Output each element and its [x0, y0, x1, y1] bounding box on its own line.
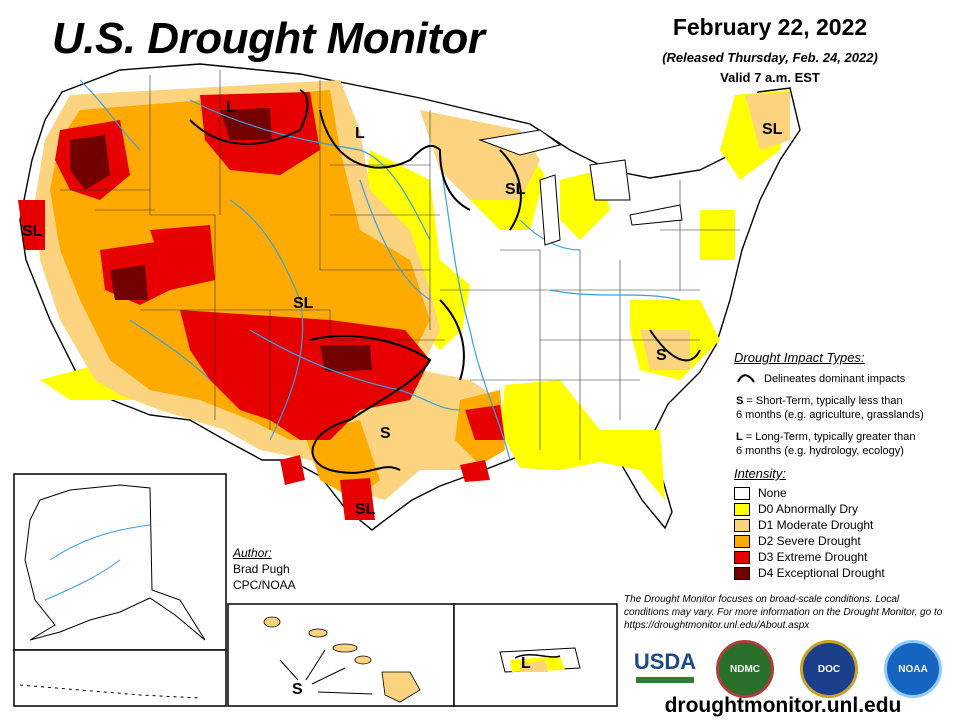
intensity-d4: D4 Exceptional Drought	[734, 565, 885, 581]
long-term-desc: L = Long-Term, typically greater than 6 …	[736, 430, 915, 458]
label-sl-maine: SL	[762, 121, 783, 138]
long-term-text-2: 6 months (e.g. hydrology, ecology)	[736, 445, 904, 457]
intensity-d4-label: D4 Exceptional Drought	[758, 566, 885, 580]
impact-line-desc: Delineates dominant impacts	[764, 373, 906, 385]
noaa-logo: NOAA	[884, 640, 942, 698]
short-term-text-2: 6 months (e.g. agriculture, grasslands)	[736, 409, 924, 421]
long-term-code: L	[736, 431, 743, 443]
author-name: Brad Pugh	[233, 562, 290, 576]
commerce-logo: DOC	[800, 640, 858, 698]
impact-line-legend: Delineates dominant impacts	[736, 372, 905, 386]
aleutian-inset	[13, 649, 227, 707]
author-heading: Author:	[233, 546, 272, 560]
hawaii-pointer-lines	[279, 649, 373, 695]
intensity-d1: D1 Moderate Drought	[734, 517, 885, 533]
label-sl-south-texas: SL	[355, 501, 376, 518]
short-term-text: = Short-Term, typically less than	[743, 395, 903, 407]
label-sl-colorado: SL	[293, 295, 314, 312]
ndmc-logo-text: NDMC	[730, 663, 760, 675]
intensity-none: None	[734, 485, 885, 501]
label-s-carolinas: S	[656, 347, 667, 364]
swatch-d1	[734, 519, 750, 533]
intensity-d3-label: D3 Extreme Drought	[758, 550, 868, 564]
impact-lines	[189, 89, 701, 474]
label-sl-wisconsin: SL	[505, 181, 526, 198]
release-date: (Released Thursday, Feb. 24, 2022)	[662, 50, 878, 65]
alaska-outline	[24, 484, 206, 641]
website-url[interactable]: droughtmonitor.unl.edu	[664, 694, 902, 717]
long-term-text: = Long-Term, typically greater than	[742, 431, 916, 443]
swatch-d4	[734, 567, 750, 581]
intensity-legend: None D0 Abnormally Dry D1 Moderate Droug…	[734, 485, 885, 581]
label-sl-california: SL	[22, 223, 43, 240]
swatch-none	[734, 487, 750, 501]
swatch-d0	[734, 503, 750, 517]
intensity-d2-label: D2 Severe Drought	[758, 534, 861, 548]
short-term-code: S	[736, 395, 744, 407]
great-lakes	[478, 129, 683, 246]
rivers	[79, 79, 681, 461]
usda-logo-stripe	[636, 677, 694, 683]
label-s-texas: S	[380, 425, 391, 442]
ndmc-logo: NDMC	[716, 640, 774, 698]
intensity-d2: D2 Severe Drought	[734, 533, 885, 549]
impact-types-heading: Drought Impact Types:	[734, 350, 865, 365]
d4-areas	[70, 108, 372, 372]
intensity-heading: Intensity:	[734, 466, 787, 481]
puerto-rico-impact-line	[514, 654, 561, 659]
label-l-montana: L	[226, 99, 236, 116]
short-term-desc: S = Short-Term, typically less than 6 mo…	[736, 394, 924, 422]
hawaii-inset	[227, 603, 455, 707]
intensity-d3: D3 Extreme Drought	[734, 549, 885, 565]
impact-line-icon	[737, 374, 755, 383]
author-org: CPC/NOAA	[233, 578, 296, 592]
map-title: U.S. Drought Monitor	[52, 14, 485, 63]
commerce-logo-text: DOC	[817, 663, 841, 675]
intensity-d1-label: D1 Moderate Drought	[758, 518, 874, 532]
puerto-rico-d1	[520, 660, 548, 672]
aleutian-islands	[19, 684, 201, 699]
map-date: February 22, 2022	[672, 14, 868, 40]
noaa-logo-text: NOAA	[898, 663, 928, 675]
alaska-rivers	[44, 524, 151, 601]
label-s-hawaii: S	[292, 681, 303, 698]
intensity-none-label: None	[758, 486, 787, 500]
usda-logo-text: USDA	[633, 649, 697, 674]
swatch-d2	[734, 535, 750, 549]
usda-logo: USDA	[634, 644, 696, 688]
hawaii-islands	[263, 616, 421, 703]
intensity-d0: D0 Abnormally Dry	[734, 501, 885, 517]
swatch-d3	[734, 551, 750, 565]
label-l-northdakota: L	[355, 125, 365, 142]
author-block: Author: Brad Pugh CPC/NOAA	[233, 545, 296, 593]
label-l-puerto-rico: L	[521, 655, 531, 672]
intensity-d0-label: D0 Abnormally Dry	[758, 502, 859, 516]
disclaimer: The Drought Monitor focuses on broad-sca…	[624, 594, 943, 631]
valid-time: Valid 7 a.m. EST	[720, 70, 820, 85]
